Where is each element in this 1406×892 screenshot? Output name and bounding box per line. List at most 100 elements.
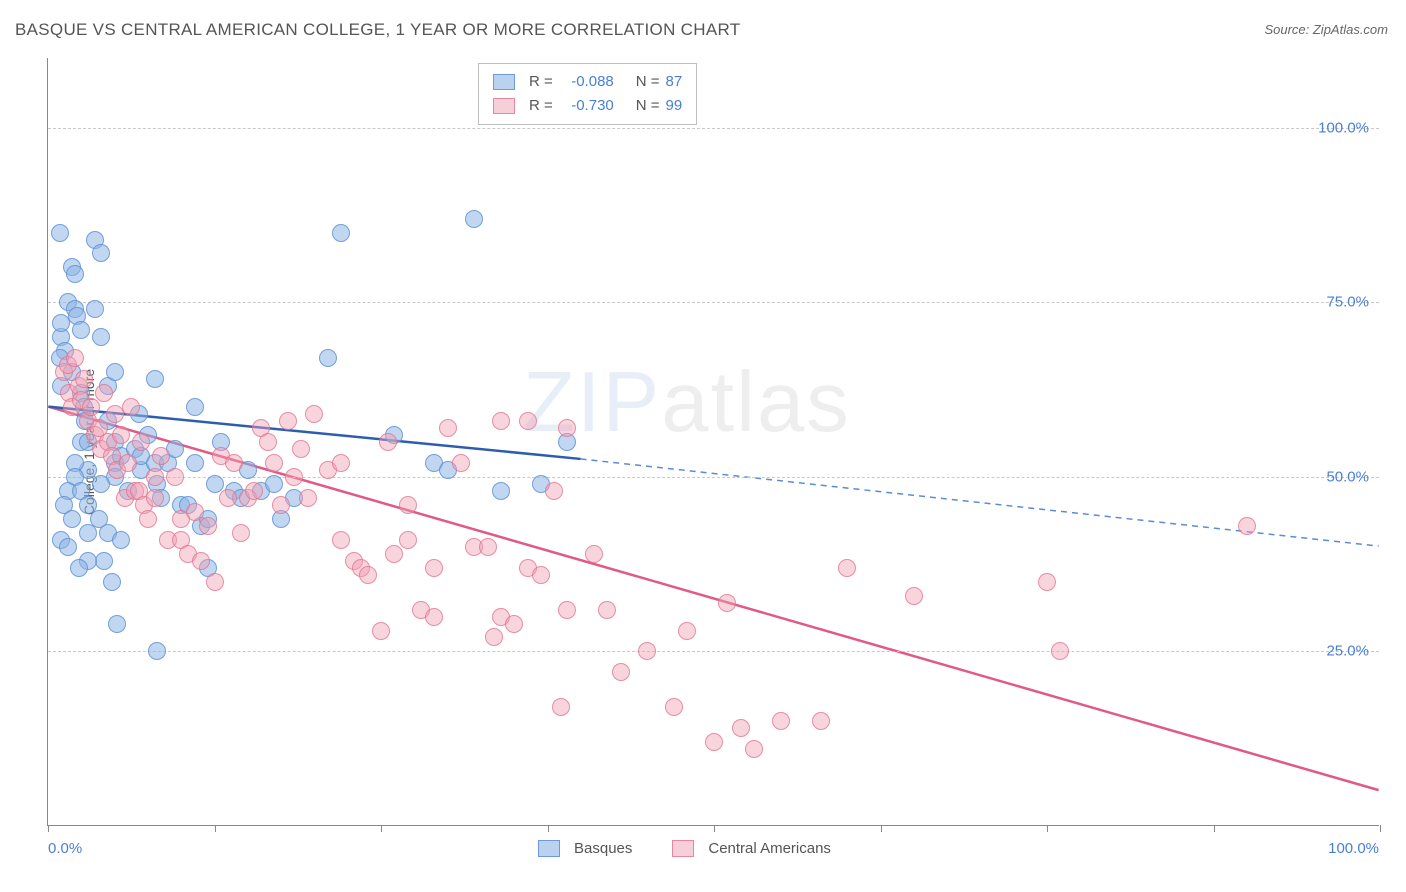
point-basque (332, 224, 350, 242)
point-central (146, 489, 164, 507)
watermark-atlas: atlas (661, 355, 851, 450)
point-basque (86, 300, 104, 318)
r-label: R = (529, 94, 553, 118)
gridline-h (48, 651, 1379, 652)
point-central (399, 496, 417, 514)
swatch-pink (493, 98, 515, 114)
point-basque (186, 454, 204, 472)
stats-row-basques: R = -0.088 N = 87 (493, 70, 682, 94)
point-central (1051, 642, 1069, 660)
chart-title: BASQUE VS CENTRAL AMERICAN COLLEGE, 1 YE… (15, 20, 740, 40)
point-central (399, 531, 417, 549)
point-basque (148, 642, 166, 660)
point-central (292, 440, 310, 458)
point-central (66, 349, 84, 367)
point-central (492, 412, 510, 430)
scatter-chart: College, 1 year or more ZIPatlas R = -0.… (47, 58, 1379, 826)
point-central (519, 412, 537, 430)
point-central (505, 615, 523, 633)
stats-legend: R = -0.088 N = 87 R = -0.730 N = 99 (478, 63, 697, 125)
source-name: ZipAtlas.com (1313, 22, 1388, 37)
point-central (106, 405, 124, 423)
point-central (439, 419, 457, 437)
point-central (192, 552, 210, 570)
point-central (532, 566, 550, 584)
point-central (452, 454, 470, 472)
point-central (259, 433, 277, 451)
point-central (332, 454, 350, 472)
point-central (219, 489, 237, 507)
point-basque (186, 398, 204, 416)
point-basque (70, 559, 88, 577)
point-central (95, 384, 113, 402)
point-central (1238, 517, 1256, 535)
point-central (372, 622, 390, 640)
point-central (385, 545, 403, 563)
point-central (705, 733, 723, 751)
x-min-label: 0.0% (48, 840, 82, 857)
point-basque (92, 328, 110, 346)
point-basque (72, 321, 90, 339)
x-tick (548, 825, 549, 832)
point-central (558, 601, 576, 619)
point-basque (146, 370, 164, 388)
point-central (552, 698, 570, 716)
legend-swatch-pink (672, 840, 694, 857)
point-basque (95, 552, 113, 570)
point-central (122, 398, 140, 416)
n-label: N = (636, 70, 660, 94)
point-central (485, 628, 503, 646)
point-central (585, 545, 603, 563)
y-tick-label: 100.0% (1318, 119, 1369, 136)
point-central (612, 663, 630, 681)
point-central (379, 433, 397, 451)
point-central (479, 538, 497, 556)
source-prefix: Source: (1264, 22, 1312, 37)
n-value-basques: 87 (666, 70, 683, 94)
point-basque (106, 363, 124, 381)
point-central (272, 496, 290, 514)
point-central (598, 601, 616, 619)
x-tick (48, 825, 49, 832)
y-tick-label: 25.0% (1326, 643, 1369, 660)
point-central (232, 524, 250, 542)
swatch-blue (493, 74, 515, 90)
source-attribution: Source: ZipAtlas.com (1264, 22, 1388, 37)
point-central (638, 642, 656, 660)
point-basque (492, 482, 510, 500)
gridline-h (48, 302, 1379, 303)
gridline-h (48, 128, 1379, 129)
point-basque (465, 210, 483, 228)
point-central (75, 370, 93, 388)
point-central (1038, 573, 1056, 591)
watermark-zip: ZIP (523, 355, 661, 450)
x-tick (1047, 825, 1048, 832)
point-central (425, 559, 443, 577)
point-basque (92, 475, 110, 493)
point-central (132, 433, 150, 451)
point-central (558, 419, 576, 437)
point-central (299, 489, 317, 507)
point-central (119, 454, 137, 472)
point-basque (319, 349, 337, 367)
point-central (265, 454, 283, 472)
point-basque (63, 510, 81, 528)
point-central (678, 622, 696, 640)
point-basque (108, 615, 126, 633)
point-central (665, 698, 683, 716)
point-central (186, 503, 204, 521)
y-tick-label: 75.0% (1326, 294, 1369, 311)
point-central (732, 719, 750, 737)
x-tick (1214, 825, 1215, 832)
stats-row-central-americans: R = -0.730 N = 99 (493, 94, 682, 118)
point-basque (103, 573, 121, 591)
x-tick (381, 825, 382, 832)
y-tick-label: 50.0% (1326, 468, 1369, 485)
point-basque (66, 265, 84, 283)
point-central (82, 398, 100, 416)
point-central (166, 468, 184, 486)
point-central (905, 587, 923, 605)
point-basque (51, 224, 69, 242)
trend-line (580, 459, 1378, 546)
point-central (332, 531, 350, 549)
